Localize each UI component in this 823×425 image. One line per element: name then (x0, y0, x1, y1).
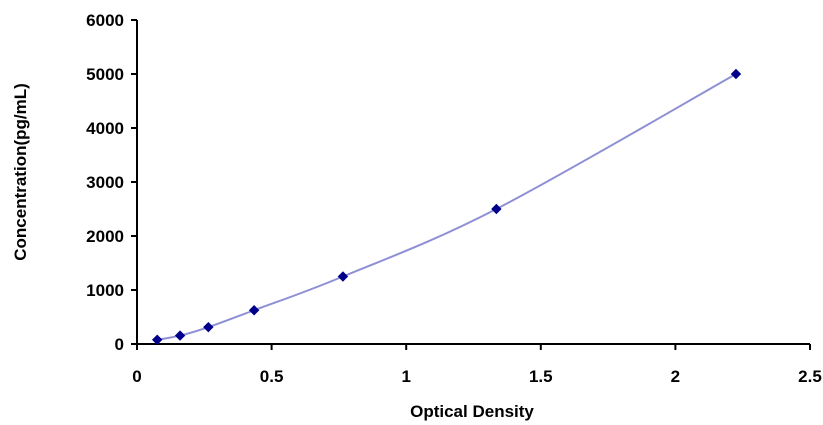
y-tick-label: 6000 (86, 11, 124, 30)
x-tick-label: 2 (671, 367, 680, 386)
y-tick-label: 0 (115, 335, 124, 354)
data-point (151, 334, 163, 345)
plot-area (151, 68, 742, 345)
data-point (730, 68, 742, 80)
data-point (491, 203, 502, 215)
x-tick-label: 0 (132, 367, 141, 386)
x-tick-label: 1.5 (529, 367, 553, 386)
x-tick-label: 1 (401, 367, 410, 386)
x-tick-label: 2.5 (798, 367, 822, 386)
y-tick-label: 4000 (86, 119, 124, 138)
y-tick-label: 1000 (86, 281, 124, 300)
data-point (174, 330, 186, 341)
fit-curve (157, 73, 737, 341)
data-point (248, 305, 260, 316)
y-tick-label: 2000 (86, 227, 124, 246)
axes: 0 1000 2000 3000 4000 5000 6000 0 0.5 1 1.5 2 2.5 (86, 11, 822, 386)
data-point (337, 271, 349, 282)
data-point (203, 321, 214, 333)
x-tick-label: 0.5 (260, 367, 284, 386)
y-axis-title: Concentration(pg/mL) (11, 83, 30, 261)
x-axis-title: Optical Density (410, 402, 534, 421)
y-tick-label: 3000 (86, 173, 124, 192)
y-tick-label: 5000 (86, 65, 124, 84)
